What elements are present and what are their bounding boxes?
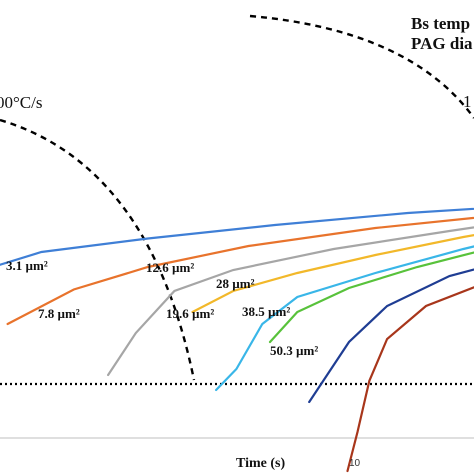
- fast-cooling-curve: [0, 118, 196, 381]
- series-label-2: 7.8 µm²: [38, 306, 80, 321]
- series-line-0: [0, 207, 474, 266]
- cooling-rate-label-slow: 1: [463, 92, 472, 111]
- series-line-5: [268, 251, 474, 344]
- series-label-1: 3.1 µm²: [6, 258, 48, 273]
- cooling-rate-label-fast: 00°C/s: [0, 93, 42, 112]
- series-line-2: [107, 226, 474, 377]
- series-label-3: 12.6 µm²: [146, 260, 194, 275]
- series-line-7: [346, 286, 474, 473]
- x-tick-label: 10: [349, 458, 361, 469]
- series-layer: [0, 207, 474, 473]
- legend-line-2: PAG dia: [411, 34, 473, 53]
- series-label-6: 38.5 µm²: [242, 304, 290, 319]
- series-line-6: [308, 268, 474, 404]
- legend-line-1: Bs temp: [411, 14, 470, 33]
- series-label-5: 28 µm²: [216, 276, 255, 291]
- series-line-3: [191, 234, 474, 314]
- x-axis-label: Time (s): [236, 456, 285, 471]
- series-label-7: 50.3 µm²: [270, 343, 318, 358]
- series-line-4: [215, 245, 474, 392]
- series-label-4: 19.6 µm²: [166, 306, 214, 321]
- legend: Bs temp PAG dia: [411, 14, 473, 53]
- series-line-1: [6, 216, 474, 326]
